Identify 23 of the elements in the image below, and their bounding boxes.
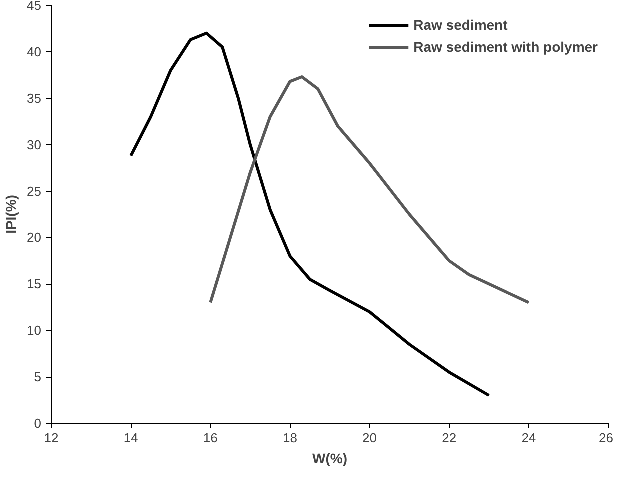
- y-tick-label: 25: [27, 184, 42, 199]
- x-tick-label: 22: [442, 430, 457, 446]
- y-axis-title: IPI(%): [3, 195, 20, 234]
- line-series: [209, 76, 530, 304]
- y-tick-label: 40: [27, 44, 42, 60]
- x-tick-label: 14: [124, 430, 138, 446]
- x-tick-label: 20: [362, 430, 378, 446]
- y-tick-label: 0: [34, 416, 42, 431]
- y-tick-label: 10: [27, 323, 42, 338]
- legend-label: Raw sediment: [414, 17, 508, 33]
- y-tick-label: 35: [27, 90, 42, 106]
- x-tick-label: 12: [44, 430, 59, 446]
- y-tick-label: 45: [27, 0, 42, 13]
- y-tick-label: 20: [27, 230, 42, 246]
- x-tick-label: 24: [522, 430, 536, 446]
- y-tick-label: 5: [34, 370, 42, 385]
- x-axis-title: W(%): [312, 450, 348, 466]
- y-tick-label: 15: [27, 276, 42, 292]
- x-tick-label: 26: [599, 430, 614, 446]
- x-tick-label: 18: [282, 430, 298, 446]
- legend-label: Raw sediment with polymer: [414, 39, 598, 55]
- y-tick-label: 30: [27, 137, 42, 152]
- x-tick-label: 16: [203, 430, 218, 446]
